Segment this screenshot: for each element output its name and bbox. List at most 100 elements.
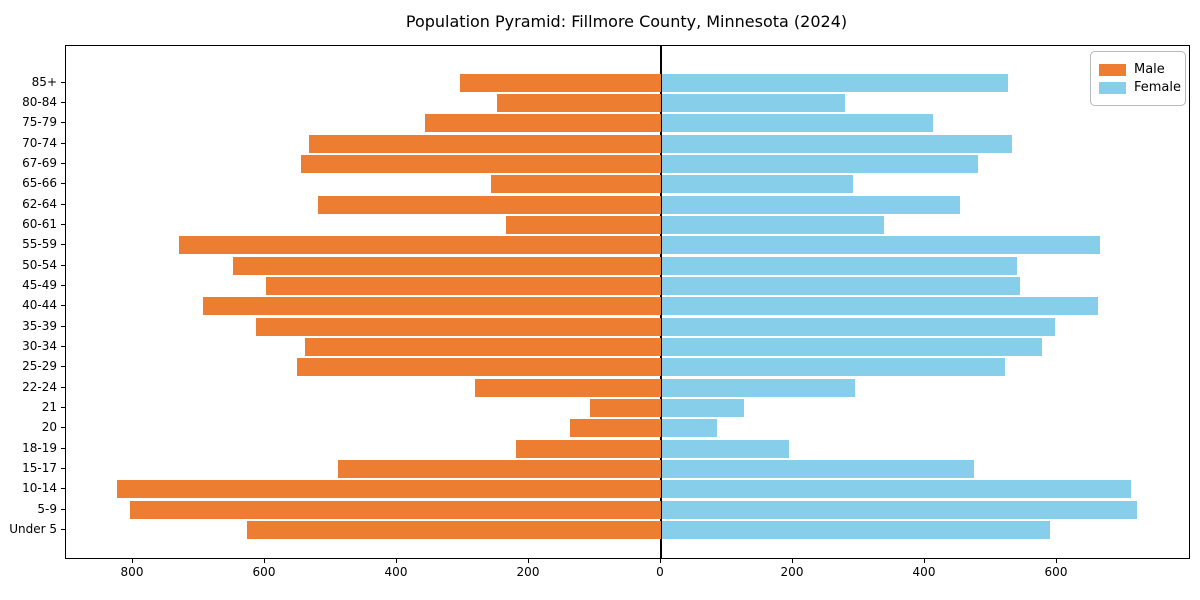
x-tick-label-200-left: 200 — [516, 565, 540, 579]
y-tick-mark — [61, 264, 65, 266]
bar-female-62-64 — [662, 195, 961, 214]
plot-area — [65, 45, 1190, 559]
bar-female-45-49 — [662, 277, 1021, 295]
bar-female-18-19 — [662, 439, 790, 458]
x-tick-label-800-left: 800 — [120, 565, 144, 579]
x-tick-mark — [264, 559, 265, 563]
bar-female-50-54 — [662, 256, 1018, 275]
bar-male-67-69 — [301, 155, 661, 174]
bar-female-10-14 — [662, 480, 1131, 499]
y-tick-label-55-59: 55-59 — [22, 237, 57, 252]
x-tick-mark — [660, 559, 661, 563]
y-tick-mark — [61, 224, 65, 225]
male-swatch-icon — [1099, 63, 1126, 76]
y-tick-mark — [61, 467, 65, 469]
y-tick-mark — [61, 122, 65, 124]
bar-male-45-49 — [266, 277, 661, 295]
bar-male-62-64 — [317, 195, 661, 214]
y-tick-label-75-79: 75-79 — [22, 115, 57, 130]
bar-male-75-79 — [424, 114, 661, 133]
bar-female-22-24 — [662, 378, 856, 397]
bar-female-67-69 — [662, 155, 979, 174]
y-tick-label-25-29: 25-29 — [22, 359, 57, 374]
y-tick-mark — [61, 386, 65, 388]
y-tick-mark — [61, 285, 65, 286]
bar-male-20 — [569, 419, 661, 438]
bar-female-35-39 — [662, 317, 1055, 336]
y-tick-label-15-17: 15-17 — [22, 460, 57, 475]
bar-female-60-61 — [662, 216, 885, 234]
y-tick-mark — [61, 427, 65, 429]
bar-male-80-84 — [497, 94, 661, 113]
y-tick-mark — [61, 163, 65, 165]
x-tick-label-600-right: 600 — [1044, 565, 1068, 579]
female-swatch-icon — [1099, 81, 1126, 94]
y-tick-mark — [61, 102, 65, 104]
y-tick-label-80-84: 80-84 — [22, 95, 57, 110]
y-tick-label-5-9: 5-9 — [37, 501, 57, 516]
y-tick-mark — [61, 345, 65, 347]
y-tick-mark — [61, 305, 65, 307]
x-tick-mark — [1056, 559, 1057, 563]
y-tick-label-70-74: 70-74 — [22, 135, 57, 150]
y-tick-label-67-69: 67-69 — [22, 156, 57, 171]
y-tick-label-20: 20 — [41, 420, 57, 435]
x-tick-mark — [924, 559, 925, 563]
x-tick-label-600-left: 600 — [252, 565, 276, 579]
y-tick-label-65-66: 65-66 — [22, 176, 57, 191]
x-tick-mark — [528, 559, 529, 563]
bar-male-65-66 — [491, 175, 661, 194]
bar-female-15-17 — [662, 459, 975, 478]
bar-male-40-44 — [202, 297, 661, 316]
bar-male-35-39 — [256, 317, 661, 336]
bar-female-under-5 — [662, 520, 1051, 539]
bar-male-15-17 — [337, 459, 661, 478]
bar-male-10-14 — [117, 480, 661, 499]
bar-female-30-34 — [662, 337, 1043, 356]
legend-entry-female: Female — [1099, 80, 1181, 95]
bar-female-21 — [662, 398, 744, 417]
y-tick-label-under-5: Under 5 — [9, 521, 57, 536]
bar-male-70-74 — [309, 134, 661, 153]
y-tick-label-35-39: 35-39 — [22, 318, 57, 333]
y-tick-mark — [61, 528, 65, 530]
x-tick-label-400-right: 400 — [912, 565, 936, 579]
bar-female-25-29 — [662, 358, 1005, 377]
y-tick-label-22-24: 22-24 — [22, 379, 57, 394]
y-tick-mark — [61, 142, 65, 144]
bar-male-60-61 — [505, 216, 661, 234]
bar-female-40-44 — [662, 297, 1098, 316]
bar-male-85+ — [460, 73, 661, 92]
bar-male-30-34 — [304, 337, 661, 356]
y-tick-label-62-64: 62-64 — [22, 196, 57, 211]
legend: Male Female — [1090, 51, 1186, 106]
bar-female-20 — [662, 419, 718, 438]
bar-male-21 — [590, 398, 661, 417]
bar-female-55-59 — [662, 236, 1100, 255]
bar-male-55-59 — [179, 236, 661, 255]
bar-male-25-29 — [296, 358, 661, 377]
bar-female-75-79 — [662, 114, 933, 133]
y-tick-mark — [61, 203, 65, 205]
x-tick-mark — [396, 559, 397, 563]
bar-female-85+ — [662, 73, 1008, 92]
y-tick-mark — [61, 81, 65, 83]
y-tick-mark — [61, 508, 65, 510]
chart-title: Population Pyramid: Fillmore County, Min… — [405, 12, 848, 31]
legend-entry-male: Male — [1099, 62, 1176, 77]
bar-male-5-9 — [129, 500, 661, 519]
bar-male-50-54 — [233, 256, 661, 275]
bar-male-under-5 — [246, 520, 661, 539]
y-tick-label-50-54: 50-54 — [22, 257, 57, 272]
y-tick-mark — [61, 488, 65, 490]
y-tick-mark — [61, 183, 65, 185]
y-tick-label-60-61: 60-61 — [22, 217, 57, 231]
x-tick-label-0: 0 — [656, 565, 664, 579]
y-tick-label-85+: 85+ — [31, 74, 57, 89]
x-tick-label-200-right: 200 — [780, 565, 804, 579]
y-tick-label-45-49: 45-49 — [22, 278, 57, 292]
y-tick-mark — [61, 325, 65, 327]
y-tick-label-18-19: 18-19 — [22, 440, 57, 455]
x-tick-mark — [792, 559, 793, 563]
